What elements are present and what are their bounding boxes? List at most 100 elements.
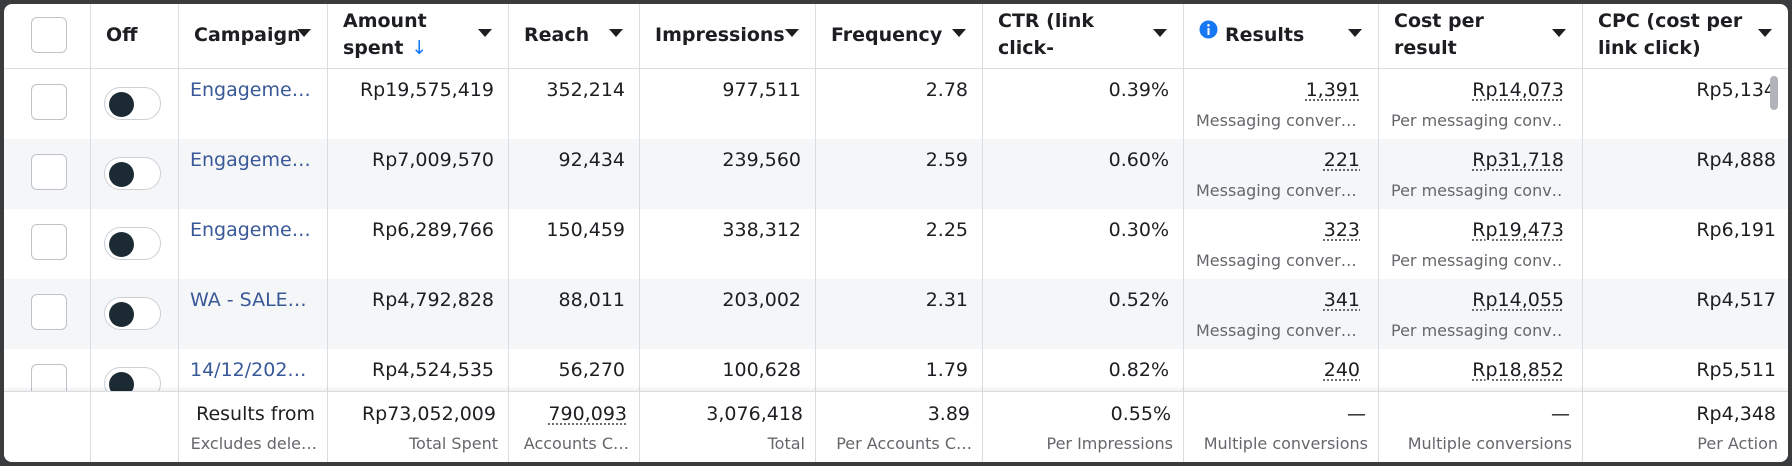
campaign-name[interactable]: Engageme… bbox=[190, 79, 311, 101]
sort-menu[interactable] bbox=[478, 29, 492, 37]
column-divider bbox=[639, 349, 640, 395]
header-label: CPC (cost per link click) bbox=[1598, 10, 1743, 59]
column-divider bbox=[1378, 279, 1379, 349]
sort-menu[interactable] bbox=[1552, 29, 1566, 37]
header-cell[interactable]: Frequency bbox=[815, 4, 982, 69]
header-cell[interactable]: CTR (link click-throug… bbox=[982, 4, 1183, 69]
table-body: Engageme… Rp19,575,419 352,214 977,511 2.78 0… bbox=[4, 69, 1788, 395]
column-divider bbox=[327, 349, 328, 395]
metric-value: 0.60% bbox=[1108, 149, 1169, 171]
summary-value: 0.55% bbox=[1110, 403, 1171, 425]
metric-value[interactable]: Rp14,073 bbox=[1472, 79, 1564, 101]
column-divider bbox=[327, 139, 328, 209]
column-divider bbox=[90, 139, 91, 209]
metric-value: Rp19,575,419 bbox=[359, 79, 494, 101]
sort-menu[interactable] bbox=[952, 29, 966, 37]
column-divider bbox=[815, 209, 816, 279]
metric-value[interactable]: Rp31,718 bbox=[1472, 149, 1564, 171]
column-divider bbox=[1378, 139, 1379, 209]
row-checkbox[interactable] bbox=[31, 224, 67, 260]
campaign-toggle[interactable] bbox=[104, 367, 161, 395]
metric-value: 0.52% bbox=[1108, 289, 1169, 311]
metric-note: Messaging conver… bbox=[1196, 251, 1357, 270]
summary-note: Excludes dele… bbox=[190, 434, 317, 453]
column-divider bbox=[508, 392, 509, 462]
column-divider bbox=[508, 279, 509, 349]
metric-value[interactable]: 341 bbox=[1323, 289, 1360, 311]
summary-value: Rp73,052,009 bbox=[361, 403, 496, 425]
column-divider bbox=[90, 279, 91, 349]
scrollbar[interactable] bbox=[1770, 76, 1778, 110]
toggle-knob bbox=[109, 92, 134, 117]
summary-note: Multiple conversions bbox=[1407, 434, 1572, 453]
sort-menu[interactable] bbox=[1348, 29, 1362, 37]
column-divider bbox=[508, 4, 509, 68]
column-divider bbox=[90, 69, 91, 139]
row-checkbox[interactable] bbox=[31, 364, 67, 395]
header-cell[interactable]: Amount spent ↓ bbox=[327, 4, 508, 69]
metric-value: 100,628 bbox=[722, 359, 801, 381]
header-cell[interactable]: Campaign bbox=[178, 4, 327, 69]
metric-value: Rp6,191 bbox=[1696, 219, 1776, 241]
sort-menu[interactable] bbox=[297, 29, 311, 37]
header-cell[interactable]: Impressions bbox=[639, 4, 815, 69]
info-icon bbox=[1199, 20, 1218, 39]
campaign-name[interactable]: Engageme… bbox=[190, 219, 311, 241]
campaign-name[interactable]: WA - SALE… bbox=[190, 289, 307, 311]
header-cell[interactable]: CPC (cost per link click) bbox=[1582, 4, 1788, 69]
column-divider bbox=[178, 139, 179, 209]
column-divider bbox=[90, 4, 91, 68]
metric-value[interactable]: 221 bbox=[1323, 149, 1360, 171]
metric-note: Per messaging conv… bbox=[1391, 251, 1564, 270]
column-divider bbox=[639, 392, 640, 462]
column-divider bbox=[1582, 209, 1583, 279]
sort-menu[interactable] bbox=[1758, 29, 1772, 37]
row-checkbox[interactable] bbox=[31, 84, 67, 120]
select-all-checkbox[interactable] bbox=[31, 17, 67, 53]
campaign-toggle[interactable] bbox=[104, 227, 161, 260]
metric-value: Rp4,517 bbox=[1696, 289, 1776, 311]
summary-note: Per Impressions bbox=[1046, 434, 1174, 453]
column-divider bbox=[639, 209, 640, 279]
metric-value: 56,270 bbox=[558, 359, 625, 381]
metric-value[interactable]: 1,391 bbox=[1305, 79, 1360, 101]
summary-value[interactable]: 790,093 bbox=[548, 403, 627, 425]
metric-note: Messaging conver… bbox=[1196, 111, 1357, 130]
summary-note: Total bbox=[767, 434, 805, 453]
column-divider bbox=[1183, 279, 1184, 349]
table-row: Engageme… Rp19,575,419 352,214 977,511 2.78 0… bbox=[4, 69, 1788, 139]
row-checkbox[interactable] bbox=[31, 294, 67, 330]
column-divider bbox=[178, 279, 179, 349]
campaign-name[interactable]: Engageme… bbox=[190, 149, 311, 171]
sort-menu[interactable] bbox=[785, 29, 799, 37]
metric-value[interactable]: Rp18,852 bbox=[1472, 359, 1564, 381]
metric-value[interactable]: 323 bbox=[1323, 219, 1360, 241]
row-checkbox[interactable] bbox=[31, 154, 67, 190]
metric-value: 977,511 bbox=[722, 79, 801, 101]
metric-value[interactable]: Rp19,473 bbox=[1472, 219, 1564, 241]
metric-value: 0.39% bbox=[1108, 79, 1169, 101]
metric-value: 88,011 bbox=[558, 289, 625, 311]
header-label: Campaign bbox=[194, 24, 301, 46]
sort-menu[interactable] bbox=[1153, 29, 1167, 37]
column-divider bbox=[815, 392, 816, 462]
metric-value[interactable]: 240 bbox=[1323, 359, 1360, 381]
metric-value: 2.59 bbox=[925, 149, 968, 171]
sort-menu[interactable] bbox=[609, 29, 623, 37]
campaign-toggle[interactable] bbox=[104, 87, 161, 120]
column-divider bbox=[982, 69, 983, 139]
header-label: Frequency bbox=[831, 24, 943, 46]
header-cell[interactable]: Reach bbox=[508, 4, 639, 69]
header-cell[interactable]: Cost per result bbox=[1378, 4, 1582, 69]
campaign-toggle[interactable] bbox=[104, 297, 161, 330]
header-cell[interactable]: Off bbox=[90, 4, 178, 69]
campaign-toggle[interactable] bbox=[104, 157, 161, 190]
header-cell[interactable]: Results bbox=[1183, 4, 1378, 69]
header-label: Results bbox=[1225, 24, 1305, 46]
campaign-name[interactable]: 14/12/202… bbox=[190, 359, 307, 381]
metric-value: Rp4,792,828 bbox=[372, 289, 494, 311]
metric-value[interactable]: Rp14,055 bbox=[1472, 289, 1564, 311]
column-divider bbox=[639, 4, 640, 68]
summary-note: Multiple conversions bbox=[1203, 434, 1368, 453]
metric-value: Rp7,009,570 bbox=[372, 149, 494, 171]
